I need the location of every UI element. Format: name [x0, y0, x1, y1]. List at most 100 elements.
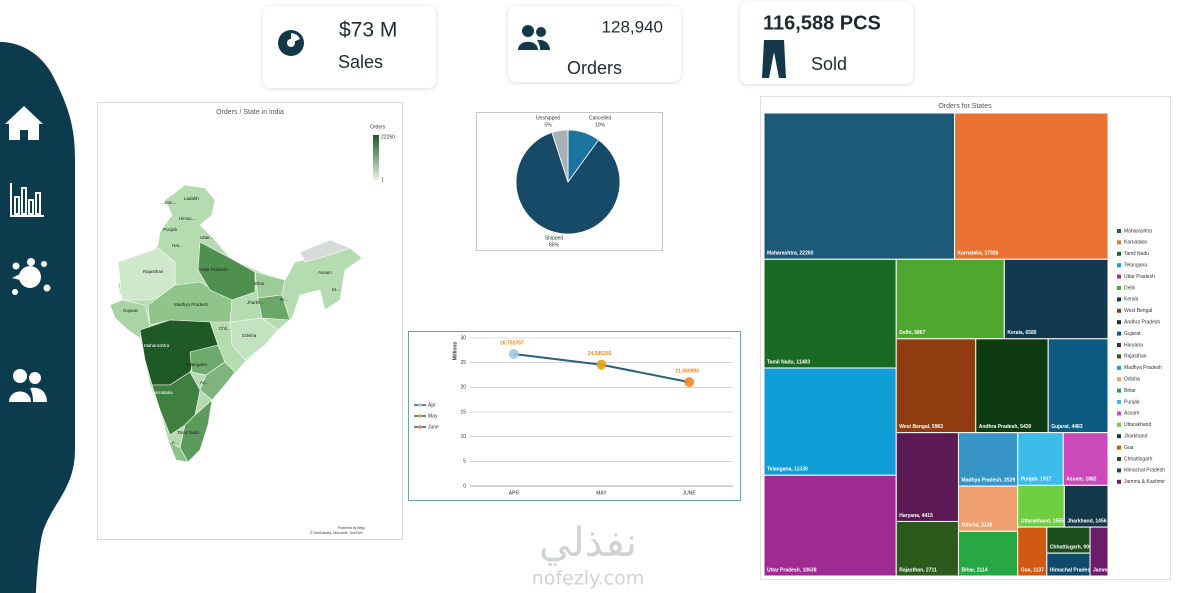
- legend-swatch: [1117, 320, 1121, 325]
- legend-swatch: [1117, 286, 1121, 290]
- legend-label: Andhra Pradesh: [1124, 320, 1160, 326]
- data-label: Haryana, 4415: [899, 513, 933, 519]
- legend-min: 1: [381, 177, 384, 183]
- data-label: 26.752757: [500, 340, 524, 346]
- state-label: Jam...: [164, 200, 176, 205]
- data-label: Odisha, 2138: [961, 523, 992, 529]
- state-label: Assam: [318, 270, 332, 275]
- state-label: M...: [332, 287, 340, 292]
- legend-label: Bihar: [1124, 388, 1136, 394]
- treemap-cell: [895, 520, 959, 577]
- state-label: Rajasthan: [143, 269, 164, 274]
- legend-label: Kerala: [1124, 297, 1139, 303]
- map-title: Orders / State in india: [216, 109, 284, 116]
- home-icon[interactable]: [5, 106, 43, 140]
- kpi-card: [263, 6, 436, 88]
- kpi-label: Sales: [338, 52, 383, 72]
- data-label: 21.060990: [675, 368, 699, 374]
- state-label: Ladakh: [184, 196, 199, 201]
- legend-swatch: [1117, 457, 1121, 461]
- cell-clip: West Bengal, 5963: [899, 424, 943, 430]
- cell-clip: Rajasthan, 2711: [899, 567, 937, 573]
- treemap-cell: [1046, 526, 1091, 554]
- splash-icon[interactable]: [12, 258, 51, 295]
- legend-label: Maharashtra: [1124, 228, 1152, 234]
- legend-label: Assam: [1124, 411, 1139, 417]
- legend-label: Apr: [428, 402, 436, 408]
- legend-swatch: [1117, 422, 1121, 427]
- chart-icon[interactable]: [10, 183, 44, 217]
- cell-clip: Himachal Pradesh, 788: [1050, 567, 1090, 573]
- treemap-cell: [1062, 432, 1109, 486]
- treemap-cell: [957, 432, 1019, 487]
- treemap-cell: [954, 112, 1109, 260]
- data-label: Goa, 1137: [1021, 567, 1045, 573]
- y-tick-label: 30: [460, 335, 466, 341]
- treemap-cell: [895, 432, 959, 522]
- pie-slice: [515, 132, 621, 235]
- legend-swatch: [1117, 251, 1121, 256]
- cell-clip: Assam, 1882: [1066, 477, 1097, 483]
- pie-value-label: 85%: [549, 242, 560, 248]
- treemap-title: Orders for States: [938, 103, 992, 110]
- state-label: Madhya Pradesh: [174, 302, 209, 307]
- data-label: Andhra Pradesh, 5430: [979, 424, 1032, 430]
- pie-value-label: 5%: [544, 122, 552, 128]
- cell-clip: Andhra Pradesh, 5430: [979, 424, 1032, 430]
- cell-clip: Haryana, 4415: [899, 513, 933, 519]
- map-footer: Powered by Bing: [338, 526, 365, 530]
- data-label: Assam, 1882: [1066, 477, 1097, 483]
- cell-clip: Tamil Nadu, 11483: [767, 359, 810, 365]
- legend-swatch: [1117, 365, 1121, 370]
- legend-swatch: [1117, 468, 1121, 473]
- y-tick-label: 5: [463, 459, 466, 465]
- legend-label: May: [428, 413, 438, 419]
- data-label: Uttar Pradesh, 10638: [767, 567, 817, 573]
- state-label: Maharashtra: [144, 343, 170, 348]
- legend-label: Himachal Pradesh: [1124, 468, 1165, 474]
- legend-label: Gujarat: [1124, 331, 1141, 337]
- cell-clip: Goa, 1137: [1021, 567, 1045, 573]
- legend-label: Jharkhand: [1124, 434, 1148, 440]
- cell-clip: Punjab, 1917: [1021, 477, 1052, 483]
- cell-clip: Jammu & Kashmir, 702: [1093, 567, 1108, 573]
- legend-label: West Bengal: [1124, 308, 1152, 314]
- legend-swatch: [1117, 354, 1121, 359]
- state-label: Gujarat: [123, 308, 139, 313]
- data-label: Rajasthan, 2711: [899, 567, 937, 573]
- data-label: Madhya Pradesh, 2529: [961, 477, 1015, 483]
- y-tick-label: 20: [460, 385, 466, 391]
- cell-clip: Gujarat, 4483: [1051, 424, 1083, 430]
- cell-clip: Bihar, 2114: [961, 567, 987, 573]
- data-label: Maharashtra, 22260: [767, 251, 814, 257]
- cell-clip: Uttarakhand, 1555: [1021, 518, 1064, 524]
- cell-clip: Jharkhand, 1456: [1067, 518, 1106, 524]
- legend-label: Karnataka: [1124, 240, 1147, 246]
- treemap-cell: [895, 338, 977, 434]
- state-label: Har...: [172, 243, 183, 248]
- treemap-cell: [763, 474, 897, 577]
- data-label: Gujarat, 4483: [1051, 424, 1083, 430]
- kpi-value: 128,940: [602, 17, 663, 36]
- cell-clip: Karnataka, 17926: [958, 251, 999, 257]
- legend-label: Telangana: [1124, 263, 1147, 269]
- state-label: K...: [172, 440, 179, 445]
- state-label: Odisha: [242, 333, 257, 338]
- map-footer: © GeoNames, Microsoft, TomTom: [310, 531, 363, 535]
- treemap-cell: [1089, 526, 1109, 577]
- legend-label: June: [428, 424, 439, 430]
- data-label: Delhi, 6867: [899, 330, 925, 336]
- legend-label: Tamil Nadu: [1124, 251, 1149, 257]
- state-label: Punjab: [163, 227, 178, 232]
- people-icon[interactable]: [9, 369, 47, 402]
- legend-swatch: [1117, 445, 1121, 450]
- x-tick-label: JUNE: [683, 490, 697, 496]
- sold-icon: [762, 40, 786, 78]
- data-label: Uttarakhand, 1555: [1021, 518, 1064, 524]
- y-tick-label: 0: [463, 483, 466, 489]
- legend-label: Goa: [1124, 445, 1134, 451]
- cell-clip: Maharashtra, 22260: [767, 251, 814, 257]
- data-label: Punjab, 1917: [1021, 477, 1052, 483]
- legend-swatch: [1117, 229, 1121, 233]
- orders-icon: [518, 25, 550, 50]
